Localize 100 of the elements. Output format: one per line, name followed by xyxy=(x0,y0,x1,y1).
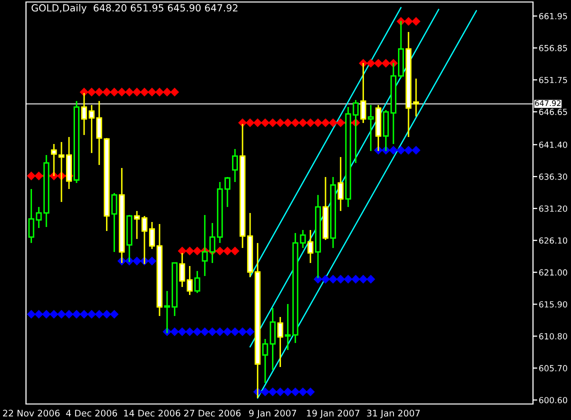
candlestick xyxy=(368,104,374,152)
point xyxy=(381,58,390,68)
point xyxy=(374,58,383,68)
point xyxy=(306,118,315,128)
y-tick-label: 610.80 xyxy=(539,333,568,340)
point xyxy=(298,118,308,128)
point xyxy=(87,88,96,96)
x-tick-label: 22 Nov 2006 xyxy=(3,410,60,417)
point xyxy=(238,327,247,336)
point xyxy=(283,387,292,396)
point xyxy=(253,118,262,128)
point xyxy=(396,146,406,155)
point xyxy=(276,387,285,396)
point xyxy=(389,146,398,155)
point xyxy=(102,88,112,96)
point xyxy=(170,327,180,336)
point xyxy=(64,310,74,319)
y-tick-label: 656.85 xyxy=(539,44,567,52)
point xyxy=(223,246,232,256)
point xyxy=(200,327,210,336)
point xyxy=(148,88,156,96)
point xyxy=(260,387,270,396)
y-tick-label: 615.90 xyxy=(539,301,568,308)
point xyxy=(94,88,104,96)
point xyxy=(26,310,36,319)
point xyxy=(283,118,292,128)
chart-title: GOLD,Daily 648.20 651.95 645.90 647.92 xyxy=(32,4,238,14)
point xyxy=(208,327,217,336)
x-tick-label: 4 Dec 2006 xyxy=(66,410,118,417)
point xyxy=(42,310,51,319)
y-tick-label: 636.30 xyxy=(539,174,568,180)
candlestick xyxy=(186,265,193,296)
candlestick xyxy=(28,188,34,244)
point xyxy=(50,310,58,319)
point xyxy=(185,246,194,256)
point xyxy=(178,246,187,256)
point xyxy=(132,256,142,266)
candlestick xyxy=(232,148,238,183)
candlestick xyxy=(338,156,344,212)
y-tick-label: 626.10 xyxy=(539,237,568,244)
point xyxy=(328,274,338,284)
point xyxy=(404,146,413,155)
point xyxy=(178,327,187,336)
point xyxy=(162,88,172,96)
point xyxy=(366,274,376,284)
point xyxy=(124,88,134,96)
candlestick xyxy=(194,270,200,294)
point xyxy=(26,172,36,180)
point xyxy=(117,88,126,96)
candlestick xyxy=(262,338,268,384)
point xyxy=(290,118,300,128)
point xyxy=(110,88,119,96)
candlestick xyxy=(277,316,284,368)
y-tick-label: 605.70 xyxy=(539,365,568,372)
point xyxy=(102,310,112,319)
point xyxy=(298,387,308,396)
point xyxy=(412,16,420,26)
candlestick xyxy=(307,229,314,264)
point xyxy=(80,310,88,319)
point xyxy=(366,58,376,68)
point xyxy=(87,310,96,319)
candlestick xyxy=(270,307,276,371)
point xyxy=(328,118,338,128)
x-tick-label: 31 Jan 2007 xyxy=(367,410,420,418)
point xyxy=(72,310,81,319)
point xyxy=(34,172,44,180)
point xyxy=(94,310,104,319)
point xyxy=(314,118,322,128)
point xyxy=(246,118,254,128)
point xyxy=(290,387,300,396)
point xyxy=(321,118,330,128)
point xyxy=(358,274,368,284)
point xyxy=(57,310,66,319)
point xyxy=(412,146,420,155)
point xyxy=(34,310,44,319)
point xyxy=(238,118,247,128)
point xyxy=(276,118,285,128)
point xyxy=(170,88,180,96)
point xyxy=(404,16,413,26)
y-tick-label: 641.40 xyxy=(539,142,568,148)
point xyxy=(110,310,119,319)
point xyxy=(336,118,346,128)
point xyxy=(336,274,346,284)
point xyxy=(306,387,315,396)
y-tick-label: 646.65 xyxy=(539,108,567,116)
point xyxy=(230,246,240,256)
point xyxy=(230,327,240,336)
x-tick-label: 27 Dec 2006 xyxy=(184,410,241,417)
point xyxy=(155,88,164,96)
point xyxy=(192,246,202,256)
point xyxy=(185,327,194,336)
point xyxy=(351,274,360,284)
point xyxy=(268,118,278,128)
point xyxy=(246,327,254,336)
y-tick-label: 661.95 xyxy=(539,13,567,20)
point xyxy=(223,327,232,336)
point xyxy=(216,246,224,256)
x-tick-label: 19 Jan 2007 xyxy=(307,410,360,418)
point xyxy=(216,327,224,336)
point xyxy=(268,387,278,396)
